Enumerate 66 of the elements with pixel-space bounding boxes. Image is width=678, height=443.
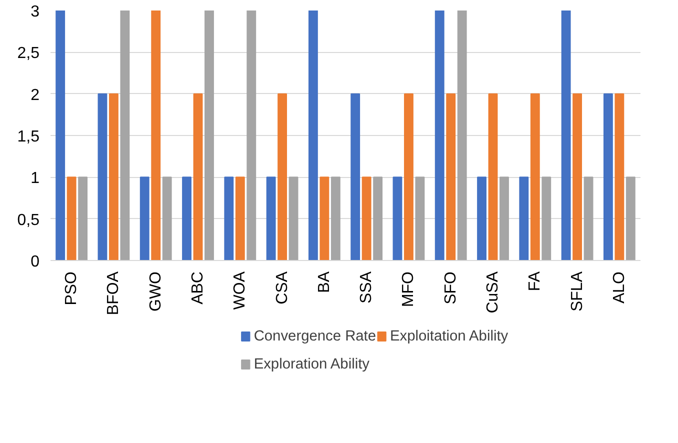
x-tick-label: ALO <box>610 272 628 304</box>
y-tick-label: 1,5 <box>17 128 40 146</box>
bar <box>66 176 76 260</box>
bar <box>500 176 509 260</box>
bar <box>362 176 372 260</box>
bar <box>392 176 402 260</box>
y-tick-label: 2 <box>30 86 40 104</box>
legend-label: Exploration Ability <box>254 356 370 372</box>
bar <box>120 10 130 260</box>
x-tick-label: CSA <box>274 271 291 304</box>
bar <box>182 176 192 260</box>
x-tick-label: BFOA <box>105 271 122 316</box>
bar <box>477 176 486 260</box>
bar <box>98 93 108 260</box>
bar <box>519 176 529 260</box>
bar <box>224 176 234 260</box>
bar <box>78 176 88 260</box>
bar <box>308 10 318 260</box>
bar <box>434 10 444 260</box>
x-tick-label: SFLA <box>568 271 586 312</box>
bar <box>288 176 298 260</box>
bar <box>530 93 540 260</box>
bar <box>572 93 582 260</box>
bar <box>109 93 118 260</box>
x-tick-label: WOA <box>232 271 249 310</box>
bar <box>266 176 276 260</box>
bar <box>415 176 425 260</box>
x-tick-label: FA <box>526 271 544 292</box>
x-tick-label: ABC <box>190 271 206 304</box>
bar <box>278 93 287 260</box>
bar <box>626 176 636 260</box>
bar <box>320 176 330 260</box>
bar <box>542 176 552 260</box>
y-tick-label: 2,5 <box>17 45 40 62</box>
bar <box>561 10 571 260</box>
x-tick-label: MFO <box>400 272 418 308</box>
x-tick-label: BA <box>316 271 333 293</box>
x-tick-label: SSA <box>358 271 376 304</box>
bar <box>614 93 624 260</box>
bar <box>162 176 172 260</box>
bar <box>151 10 161 260</box>
bar <box>373 176 383 260</box>
bar <box>235 176 245 260</box>
bar <box>446 93 456 260</box>
legend-label: Convergence Rate <box>254 328 376 344</box>
bar <box>404 93 414 260</box>
bar <box>140 176 150 260</box>
x-tick-label: GWO <box>147 271 164 312</box>
bar <box>584 176 594 260</box>
y-tick-label: 0,5 <box>17 212 40 229</box>
x-tick-label: SFO <box>442 272 460 304</box>
y-tick-label: 0 <box>30 254 40 270</box>
bar <box>350 93 360 260</box>
y-tick-label: 1 <box>30 170 40 188</box>
bar <box>56 10 66 260</box>
legend-label: Exploitation Ability <box>390 328 509 344</box>
bar <box>603 93 613 260</box>
x-tick-label: PSO <box>63 271 80 306</box>
bar <box>457 10 467 260</box>
bar <box>204 10 214 260</box>
x-tick-label: CuSA <box>484 271 502 314</box>
bar <box>193 93 203 260</box>
y-tick-label: 3 <box>30 4 40 20</box>
bar <box>330 176 340 260</box>
bar <box>246 10 256 260</box>
bar <box>488 93 498 260</box>
